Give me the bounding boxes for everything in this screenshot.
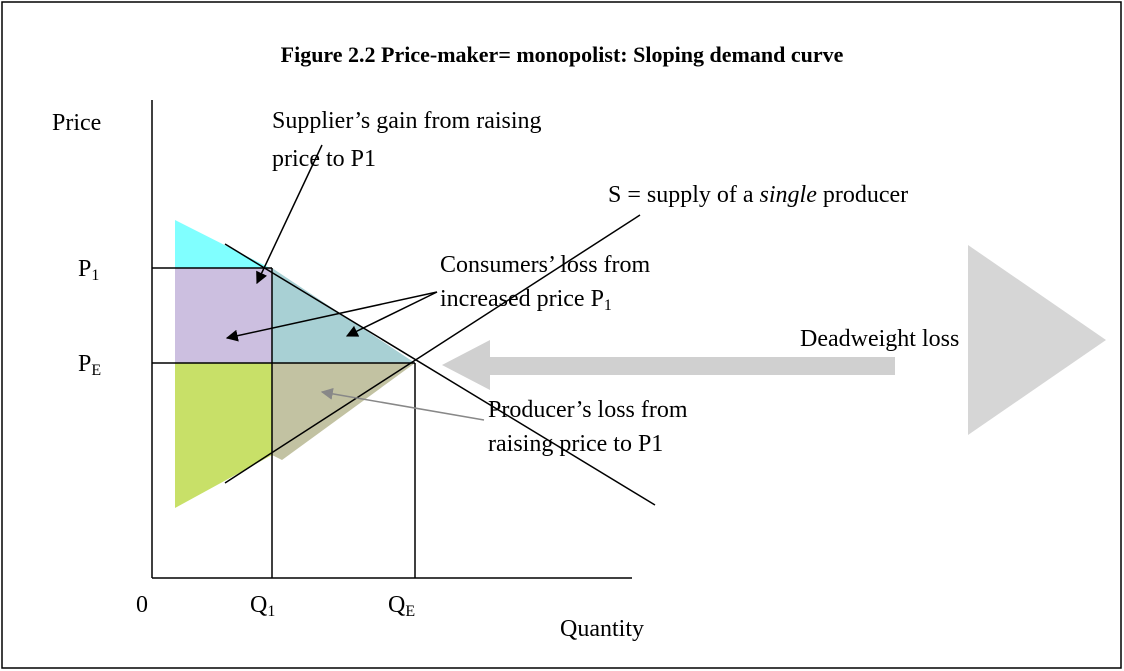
arrow [256, 144, 323, 285]
cyan-area [175, 220, 270, 268]
pe-label: PE [78, 351, 101, 379]
annotation: S = supply of a single producer [608, 182, 908, 208]
annotation: raising price to P1 [488, 431, 663, 457]
title: Figure 2.2 Price-maker= monopolist: Slop… [281, 42, 844, 67]
annotation: increased price P1 [440, 286, 612, 314]
supplier-gain-area [175, 268, 272, 363]
deadweight-triangle [968, 245, 1106, 435]
annotation: Supplier’s gain from raising [272, 108, 542, 134]
p1-label: P1 [78, 256, 99, 284]
annotation: Consumers’ loss from [440, 252, 651, 278]
arrow [345, 291, 438, 337]
origin-label: 0 [136, 592, 148, 618]
producer-loss-area [272, 363, 415, 460]
arrow [225, 291, 438, 342]
annotation: price to P1 [272, 146, 376, 172]
x-axis-label: Quantity [560, 616, 644, 642]
qe-label: QE [388, 592, 415, 620]
arrow [320, 387, 485, 421]
deadweight-arrow [442, 340, 895, 390]
annotation: Producer’s loss from [488, 397, 688, 423]
annotation: Deadweight loss [800, 326, 959, 352]
demand-curve [224, 243, 656, 506]
q1-label: Q1 [250, 592, 275, 620]
y-axis-label: Price [52, 110, 101, 136]
supply-curve [224, 214, 641, 484]
green-area [175, 363, 272, 508]
